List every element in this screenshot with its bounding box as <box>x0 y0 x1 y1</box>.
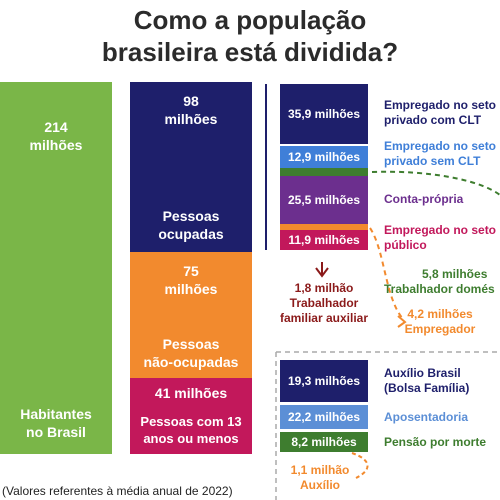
seg-publico-value: 11,9 milhões <box>288 233 360 247</box>
seg-pensao-value: 8,2 milhões <box>291 435 357 449</box>
seg-pensao <box>280 432 368 452</box>
chart-title: Como a população brasileira está dividid… <box>0 4 500 68</box>
label-familiar: 1,8 milhão Trabalhador familiar auxiliar <box>279 281 369 325</box>
curve-auxilio <box>351 452 369 479</box>
bar-habitantes <box>0 82 112 454</box>
seg-auxilio-brasil <box>280 360 368 402</box>
arrow-familiar-head <box>315 267 329 278</box>
seg-clt-value: 35,9 milhões <box>287 107 361 121</box>
label-conta-propria: Conta-própria <box>384 192 464 206</box>
seg-publico <box>280 230 368 250</box>
seg-conta-propria-value: 25,5 milhões <box>287 193 361 207</box>
benefits-box <box>275 351 500 500</box>
label-empregador: 4,2 milhões Empregador <box>404 307 476 336</box>
label-auxilio-brasil: Auxílio Brasil (Bolsa Família) <box>384 366 470 395</box>
habitantes-value: 214 milhões <box>29 119 83 153</box>
title-line-2: brasileira está dividida? <box>101 37 399 67</box>
curve-empregador <box>369 227 405 321</box>
seg-clt <box>280 84 368 144</box>
label-auxilio: 1,1 milhão Auxílio <box>290 463 350 492</box>
criancas-label: Pessoas com 13 anos ou menos <box>140 414 242 446</box>
seg-gap-orange <box>280 224 368 230</box>
title-line-1: Como a população <box>133 5 367 35</box>
seg-aposentadoria <box>280 405 368 429</box>
ocupadas-value: 98 milhões <box>164 93 218 127</box>
nao-ocupadas-label: Pessoas não-ocupadas <box>143 336 239 370</box>
seg-aposentadoria-value: 22,2 milhões <box>287 410 361 424</box>
seg-sem-clt-value: 12,9 milhões <box>287 150 361 164</box>
label-clt: Empregado no seto privado com CLT <box>384 98 497 127</box>
label-domestico: 5,8 milhões Trabalhador domés <box>384 267 495 296</box>
nao-ocupadas-value: 75 milhões <box>164 263 218 297</box>
seg-conta-propria <box>280 176 368 224</box>
label-publico: Empregado no seto público <box>384 223 497 252</box>
seg-gap-green <box>280 168 368 176</box>
seg-auxilio-brasil-value: 19,3 milhões <box>287 374 361 388</box>
curve-empregador-head <box>397 315 407 328</box>
label-aposentadoria: Aposentadoria <box>384 410 469 424</box>
curve-domestico <box>371 170 500 196</box>
label-sem-clt: Empregado no seto privado sem CLT <box>384 139 497 168</box>
criancas-value: 41 milhões <box>154 385 228 401</box>
habitantes-label: Habitantes no Brasil <box>20 406 92 440</box>
bar-ocupadas <box>130 82 252 252</box>
label-pensao: Pensão por morte <box>384 435 487 449</box>
seg-sem-clt <box>280 146 368 168</box>
bar-criancas <box>130 378 252 454</box>
ocupadas-label: Pessoas ocupadas <box>158 208 224 242</box>
bar-nao-ocupadas <box>130 252 252 378</box>
footnote: (Valores referentes à média anual de 202… <box>2 484 233 498</box>
